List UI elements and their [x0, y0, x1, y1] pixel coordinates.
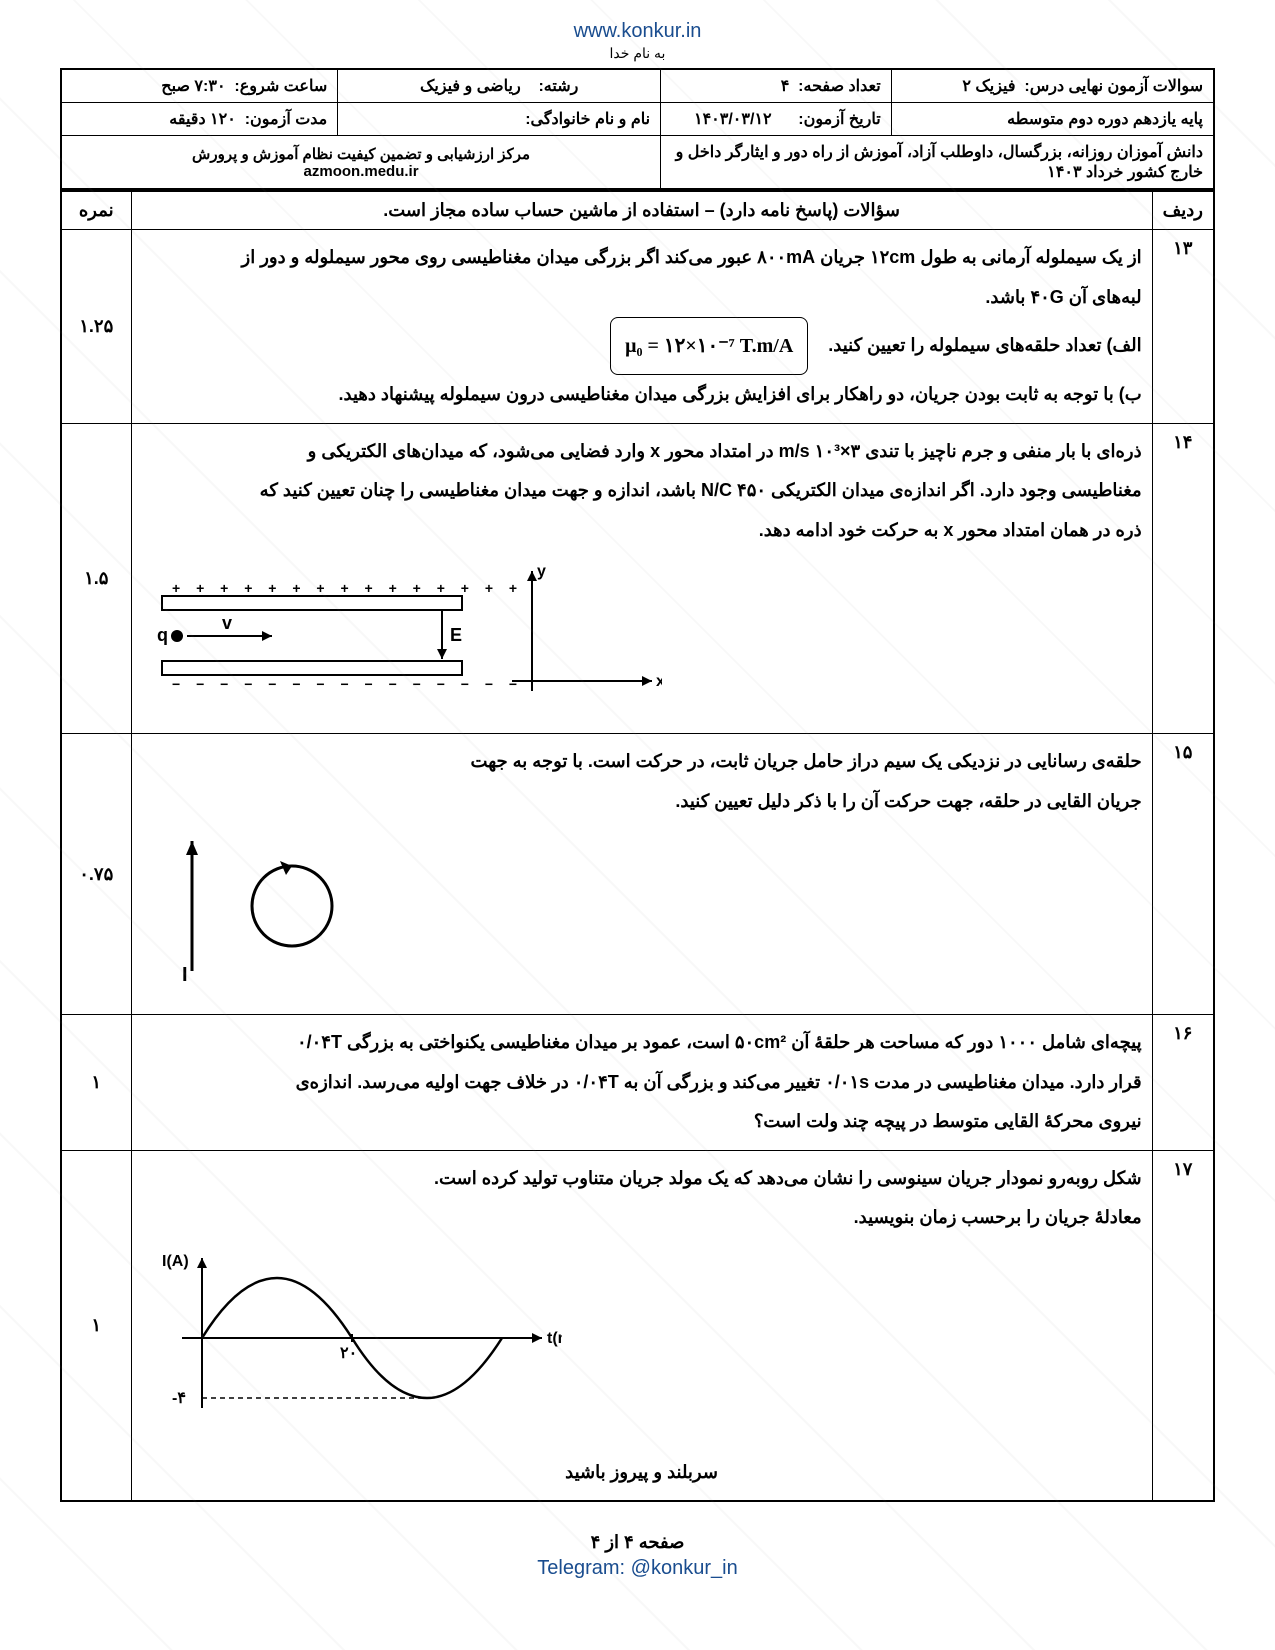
capacitor-axes-svg: x y + + + + + + + + + + + + + + + − − − …	[142, 561, 662, 701]
q13-l1: از یک سیملوله آرمانی به طول ۱۲cm جریان ۸…	[142, 238, 1142, 278]
date-label: تاریخ آزمون:	[798, 111, 880, 128]
q17-l1: شکل روبه‌رو نمودار جریان سینوسی را نشان …	[142, 1159, 1142, 1199]
q15-body: حلقه‌ی رسانایی در نزدیکی یک سیم دراز حام…	[131, 734, 1152, 1015]
q16-num: ۱۶	[1152, 1014, 1214, 1150]
q14-l2: مغناطیسی وجود دارد. اگر اندازه‌ی میدان ا…	[142, 471, 1142, 511]
q16-body: پیچه‌ای شامل ۱۰۰۰ دور که مساحت هر حلقهٔ …	[131, 1014, 1152, 1150]
col-row: ردیف	[1152, 191, 1214, 230]
bismillah: به نام خدا	[60, 45, 1215, 62]
start-value: ۷:۳۰ صبح	[161, 78, 225, 95]
svg-text:− − − − − − − − − − − − − − −: − − − − − − − − − − − − − − −	[172, 676, 523, 692]
q13-score: ۱.۲۵	[61, 230, 131, 424]
col-score: نمره	[61, 191, 131, 230]
q16-score: ۱	[61, 1014, 131, 1150]
q15-num: ۱۵	[1152, 734, 1214, 1015]
xlabel: t(ms)	[547, 1330, 562, 1347]
question-row: ۱۳ از یک سیملوله آرمانی به طول ۱۲cm جریا…	[61, 230, 1214, 424]
questions-table: ردیف سؤالات (پاسخ نامه دارد) – استفاده ا…	[60, 190, 1215, 1502]
org: مرکز ارزشیابی و تضمین کیفیت نظام آموزش و…	[72, 145, 650, 163]
q13-b: ب) با توجه به ثابت بودن جریان، دو راهکار…	[142, 375, 1142, 415]
sine-chart-svg: t(ms) I(A) ۲۰ -۴	[142, 1248, 562, 1418]
svg-text:+ + + + + + + + + + + + + + +: + + + + + + + + + + + + + + +	[172, 580, 523, 596]
q16-l3: نیروی محرکهٔ القایی متوسط در پیچه چند ول…	[142, 1102, 1142, 1142]
q15-l1: حلقه‌ی رسانایی در نزدیکی یک سیم دراز حام…	[142, 742, 1142, 782]
track-value: ریاضی و فیزیک	[420, 78, 521, 95]
pages-label: تعداد صفحه:	[798, 78, 881, 95]
question-row: ۱۴ ذره‌ای با بار منفی و جرم ناچیز با تند…	[61, 423, 1214, 733]
q14-num: ۱۴	[1152, 423, 1214, 733]
svg-text:x: x	[656, 673, 662, 690]
q16-l2: قرار دارد. میدان مغناطیسی در مدت ۰/۰۱s ت…	[142, 1063, 1142, 1103]
q15-l2: جریان القایی در حلقه، جهت حرکت آن را با …	[142, 782, 1142, 822]
footer-page: صفحه ۴ از ۴	[60, 1532, 1215, 1553]
students: دانش آموزان روزانه، بزرگسال، داوطلب آزاد…	[676, 144, 1203, 181]
name-label: نام و نام خانوادگی:	[525, 111, 650, 128]
closing: سربلند و پیروز باشید	[142, 1453, 1142, 1493]
question-row: ۱۵ حلقه‌ی رسانایی در نزدیکی یک سیم دراز …	[61, 734, 1214, 1015]
q13-formula: μ₀ = ۱۲×۱۰⁻⁷ T.m/A	[610, 317, 808, 375]
grade: پایه یازدهم دوره دوم متوسطه	[1007, 111, 1203, 128]
question-row: ۱۶ پیچه‌ای شامل ۱۰۰۰ دور که مساحت هر حلق…	[61, 1014, 1214, 1150]
wire-loop-svg: I	[142, 831, 402, 981]
q13-l2: لبه‌های آن ۴۰G باشد.	[142, 278, 1142, 318]
q16-l1: پیچه‌ای شامل ۱۰۰۰ دور که مساحت هر حلقهٔ …	[142, 1023, 1142, 1063]
svg-text:E: E	[450, 625, 462, 645]
ylabel: I(A)	[162, 1253, 189, 1270]
q15-score: ۰.۷۵	[61, 734, 131, 1015]
q17-score: ۱	[61, 1150, 131, 1501]
q14-score: ۱.۵	[61, 423, 131, 733]
footer-telegram: Telegram: @konkur_in	[60, 1557, 1215, 1580]
q17-body: شکل روبه‌رو نمودار جریان سینوسی را نشان …	[131, 1150, 1152, 1501]
svg-text:v: v	[222, 613, 232, 633]
q13-a: الف) تعداد حلقه‌های سیملوله را تعیین کنی…	[828, 335, 1141, 355]
date-value: ۱۴۰۳/۰۳/۱۲	[694, 111, 772, 128]
dur-label: مدت آزمون:	[245, 111, 328, 128]
svg-text:I: I	[182, 964, 188, 981]
question-row: ۱۷ شکل روبه‌رو نمودار جریان سینوسی را نش…	[61, 1150, 1214, 1501]
svg-text:y: y	[537, 563, 546, 580]
tick-20: ۲۰	[340, 1345, 357, 1362]
header-table: سوالات آزمون نهایی درس: فیزیک ۲ تعداد صف…	[60, 68, 1215, 190]
exam-value: فیزیک ۲	[962, 78, 1015, 95]
dur-value: ۱۲۰ دقیقه	[169, 111, 236, 128]
exam-label: سوالات آزمون نهایی درس:	[1024, 78, 1203, 95]
q13-num: ۱۳	[1152, 230, 1214, 424]
yneg: -۴	[172, 1390, 186, 1407]
start-label: ساعت شروع:	[234, 78, 327, 95]
q17-l2: معادلهٔ جریان را برحسب زمان بنویسید.	[142, 1198, 1142, 1238]
top-url: www.konkur.in	[60, 20, 1215, 43]
q17-num: ۱۷	[1152, 1150, 1214, 1501]
q13-body: از یک سیملوله آرمانی به طول ۱۲cm جریان ۸…	[131, 230, 1152, 424]
q14-body: ذره‌ای با بار منفی و جرم ناچیز با تندی ۳…	[131, 423, 1152, 733]
q14-l3: ذره در همان امتداد محور x به حرکت خود اد…	[142, 511, 1142, 551]
pages-value: ۴	[781, 78, 790, 95]
q17-diagram: t(ms) I(A) ۲۰ -۴	[142, 1248, 1142, 1433]
org-site: azmoon.medu.ir	[72, 163, 650, 180]
q14-diagram: x y + + + + + + + + + + + + + + + − − − …	[142, 561, 1142, 716]
track-label: رشته:	[538, 78, 578, 95]
col-title: سؤالات (پاسخ نامه دارد) – استفاده از ماش…	[131, 191, 1152, 230]
q15-diagram: I	[142, 831, 1142, 996]
svg-text:q: q	[157, 625, 168, 645]
q14-l1: ذره‌ای با بار منفی و جرم ناچیز با تندی ۳…	[142, 432, 1142, 472]
